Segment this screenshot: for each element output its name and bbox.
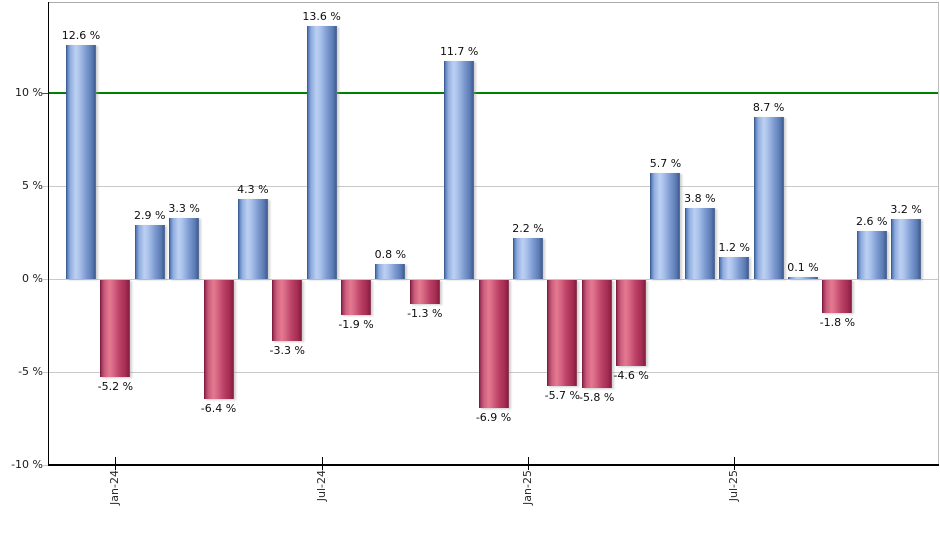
bar bbox=[272, 280, 303, 341]
y-axis-tick bbox=[42, 279, 48, 280]
bar-value-label: -5.2 % bbox=[97, 380, 134, 393]
bar-value-label: 3.8 % bbox=[684, 192, 716, 205]
bar-value-label: 11.7 % bbox=[439, 45, 479, 58]
x-axis-tick bbox=[528, 457, 529, 470]
bar-value-label: -3.3 % bbox=[269, 344, 305, 357]
bar-value-label: -6.9 % bbox=[475, 411, 512, 424]
bar bbox=[169, 218, 200, 279]
bar-value-label: 8.7 % bbox=[752, 101, 785, 114]
x-axis-tick bbox=[734, 457, 735, 470]
bar bbox=[306, 26, 337, 279]
bar bbox=[134, 225, 165, 279]
bar bbox=[409, 280, 440, 304]
x-axis-tick bbox=[115, 457, 116, 470]
bar bbox=[891, 219, 922, 279]
bar-value-label: 2.2 % bbox=[512, 222, 544, 235]
threshold-line bbox=[49, 92, 938, 94]
bar-value-label: 0.8 % bbox=[374, 248, 407, 261]
y-axis-label: -5 % bbox=[18, 365, 43, 378]
bar-value-label: -5.7 % bbox=[544, 389, 581, 402]
y-axis-label: 5 % bbox=[22, 179, 43, 192]
bar-value-label: 4.3 % bbox=[237, 183, 269, 196]
bar bbox=[753, 117, 784, 279]
bar bbox=[787, 277, 818, 279]
bar bbox=[512, 238, 543, 279]
bar bbox=[856, 231, 887, 279]
y-axis-tick bbox=[42, 186, 48, 187]
bar-value-label: 13.6 % bbox=[302, 10, 341, 23]
bar bbox=[581, 280, 612, 388]
bar bbox=[375, 264, 406, 279]
y-axis-tick bbox=[42, 465, 48, 466]
y-axis-label: 10 % bbox=[15, 86, 43, 99]
bar-value-label: 1.2 % bbox=[718, 241, 750, 254]
plot-border-top bbox=[48, 2, 939, 3]
bar-value-label: 3.3 % bbox=[168, 202, 200, 215]
bar bbox=[100, 280, 131, 377]
bar-value-label: 0.1 % bbox=[787, 261, 819, 274]
bar-value-label: 2.9 % bbox=[134, 209, 166, 222]
bar bbox=[444, 61, 475, 279]
bar bbox=[822, 280, 853, 313]
bar-value-label: 12.6 % bbox=[61, 29, 101, 42]
gridline bbox=[49, 186, 938, 187]
bar bbox=[547, 280, 578, 386]
bar-value-label: -1.9 % bbox=[338, 318, 374, 331]
bar-value-label: -5.8 % bbox=[578, 391, 615, 404]
gridline bbox=[49, 279, 938, 280]
x-axis-label: Jan-25 bbox=[521, 470, 534, 505]
bar bbox=[684, 208, 715, 279]
y-axis-label: 0 % bbox=[22, 272, 43, 285]
bar-value-label: 5.7 % bbox=[649, 157, 682, 170]
x-axis-label: Jan-24 bbox=[108, 470, 121, 505]
bar-value-label: -6.4 % bbox=[200, 402, 237, 415]
y-axis-line bbox=[48, 2, 49, 465]
x-axis-line bbox=[48, 464, 939, 466]
bar bbox=[341, 280, 372, 315]
bar bbox=[719, 257, 750, 279]
y-axis-tick bbox=[42, 93, 48, 94]
bar-value-label: -4.6 % bbox=[613, 369, 649, 382]
bar bbox=[616, 280, 647, 366]
x-axis-label: Jul-24 bbox=[315, 470, 328, 502]
bar bbox=[237, 199, 268, 279]
bar bbox=[66, 45, 96, 279]
bar bbox=[478, 280, 509, 408]
y-axis-tick bbox=[42, 372, 48, 373]
bar-value-label: 3.2 % bbox=[890, 203, 922, 216]
y-axis-label: -10 % bbox=[11, 458, 43, 471]
bar bbox=[203, 280, 234, 399]
bar bbox=[650, 173, 681, 279]
x-axis-label: Jul-25 bbox=[727, 470, 740, 502]
bar-value-label: 2.6 % bbox=[856, 215, 888, 228]
plot-border-right bbox=[938, 3, 939, 465]
bar-value-label: -1.8 % bbox=[819, 316, 856, 329]
x-axis-tick bbox=[322, 457, 323, 470]
bar-value-label: -1.3 % bbox=[407, 307, 443, 320]
